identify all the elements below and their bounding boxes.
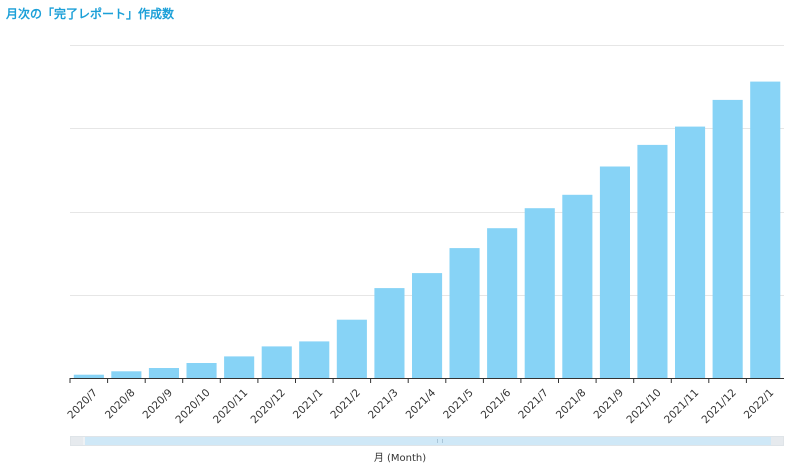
x-tick-label: 2020/11 [211,387,250,426]
bar-2021/2[interactable] [336,319,367,378]
bar-2021/1[interactable] [299,341,330,378]
x-tick-label: 2021/7 [516,387,551,422]
bar-2021/3[interactable] [374,288,405,378]
x-tick-label: 2020/9 [140,387,175,422]
bar-2020/10[interactable] [186,363,217,378]
bar-2021/8[interactable] [562,194,593,378]
x-tick-label: 2021/10 [624,387,663,426]
bar-2021/5[interactable] [449,248,480,378]
x-tick-label: 2021/12 [699,387,738,426]
bar-2021/10[interactable] [637,144,668,378]
bar-2021/12[interactable] [712,99,743,379]
scrollbar-left-handle[interactable] [71,437,83,445]
x-tick-label: 2021/3 [366,387,401,422]
x-tick-label: 2021/8 [554,387,589,422]
x-tick-label: 2020/12 [249,387,288,426]
x-tick-label: 2021/11 [662,387,701,426]
x-tick-label: 2020/8 [103,387,138,422]
x-tick-label: 2021/6 [479,387,514,422]
bar-2021/4[interactable] [412,273,443,378]
bar-2020/12[interactable] [261,346,292,378]
x-tick-label: 2021/1 [291,387,326,422]
bar-2021/6[interactable] [487,228,518,378]
x-tick-label: 2021/2 [328,387,363,422]
zoom-scrollbar[interactable] [70,436,784,446]
chart-title: 月次の「完了レポート」作成数 [6,7,175,21]
x-axis-label: 月 (Month) [373,453,427,464]
x-tick-label: 2022/1 [742,387,777,422]
x-tick-label: 2020/7 [65,387,100,422]
bars [73,81,781,379]
bar-2021/7[interactable] [524,208,555,378]
bar-2021/11[interactable] [675,126,706,378]
bar-2020/9[interactable] [148,368,179,378]
scrollbar-right-handle[interactable] [771,437,783,445]
x-tick-label: 2021/5 [441,387,476,422]
scrollbar-grip-icon [437,439,443,443]
bar-2022/1[interactable] [750,81,781,378]
bar-2020/8[interactable] [111,371,142,378]
bar-2020/7[interactable] [73,374,104,378]
x-tick-label: 2021/4 [404,387,439,422]
bar-2021/9[interactable] [599,166,630,379]
scrollbar-thumb[interactable] [85,437,775,445]
x-tick-label: 2021/9 [591,387,626,422]
x-tick-label: 2020/10 [173,387,212,426]
bar-2020/11[interactable] [224,356,255,378]
